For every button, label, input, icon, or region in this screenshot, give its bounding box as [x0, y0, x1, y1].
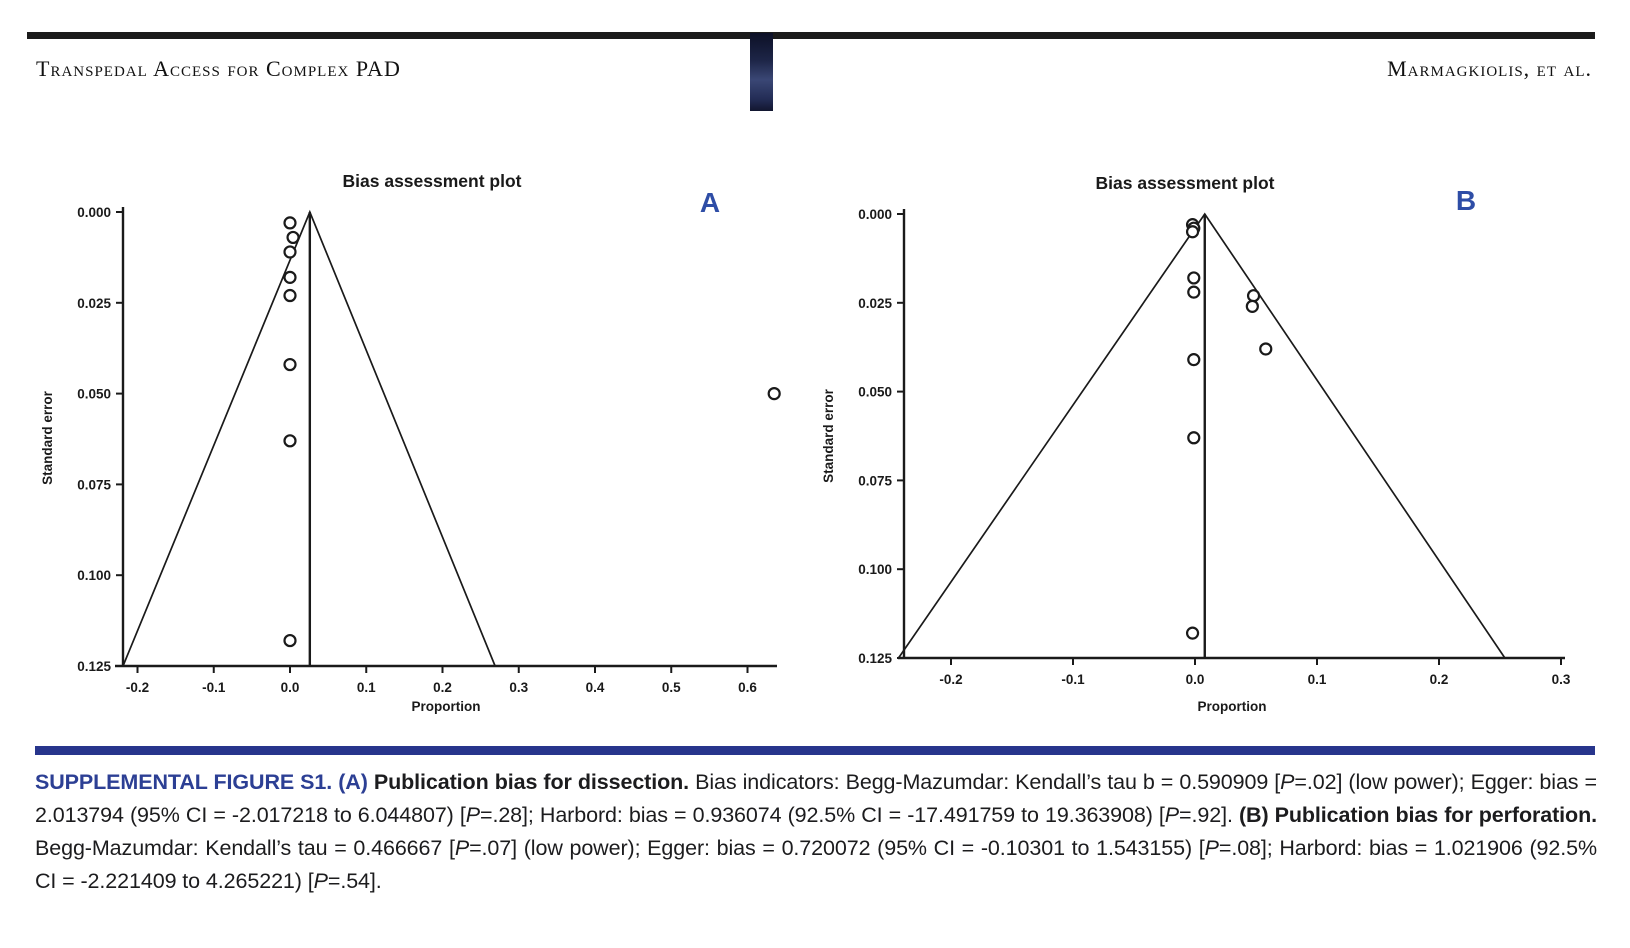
figure-caption: SUPPLEMENTAL FIGURE S1. (A) Publication … — [35, 766, 1597, 898]
x-axis-label: Proportion — [1198, 699, 1267, 714]
x-axis-label: Proportion — [412, 699, 481, 714]
study-point — [283, 270, 297, 284]
x-tick-label: -0.1 — [1061, 672, 1085, 687]
caption-segment: Begg-Mazumdar: Kendall’s tau = 0.466667 … — [35, 836, 1597, 893]
x-tick-label: 0.1 — [357, 680, 376, 695]
study-point — [286, 230, 300, 245]
x-tick-label: 0.2 — [433, 680, 452, 695]
y-tick-label: 0.000 — [858, 207, 892, 222]
y-tick-label: 0.025 — [858, 296, 892, 311]
journal-spine-strip — [750, 33, 773, 111]
x-tick-label: 0.1 — [1308, 672, 1327, 687]
study-point — [283, 434, 297, 448]
x-tick-label: -0.2 — [126, 680, 149, 695]
study-point — [283, 633, 297, 648]
running-title: Transpedal Access for Complex PAD — [36, 56, 401, 81]
study-point — [1245, 299, 1259, 313]
x-tick-label: 0.0 — [281, 680, 300, 695]
y-axis-label: Standard error — [40, 390, 55, 485]
study-point — [1246, 289, 1261, 303]
y-tick-label: 0.050 — [858, 385, 892, 400]
study-point — [1187, 285, 1201, 299]
x-tick-label: 0.2 — [1430, 672, 1449, 687]
x-tick-label: 0.3 — [509, 680, 528, 695]
y-tick-label: 0.025 — [77, 296, 111, 311]
study-point — [283, 288, 297, 303]
study-point — [1187, 353, 1201, 367]
study-point — [283, 245, 297, 259]
funnel-outline — [897, 212, 1506, 659]
x-tick-label: 0.5 — [662, 680, 681, 695]
y-axis-label: Standard error — [821, 388, 836, 483]
y-tick-label: 0.000 — [77, 205, 111, 220]
study-point — [1187, 431, 1201, 445]
study-point — [1187, 271, 1201, 285]
y-tick-label: 0.050 — [77, 387, 111, 402]
caption-segment: Bias indicators: Begg-Mazumdar: Kendall’… — [35, 770, 1597, 827]
y-tick-label: 0.125 — [77, 659, 111, 674]
x-tick-label: 0.0 — [1186, 672, 1205, 687]
header-rule — [27, 32, 1595, 39]
y-tick-label: 0.075 — [77, 477, 111, 492]
study-point — [1259, 342, 1273, 356]
funnel-plot-b: 0.000 0.025 0.050 0.075 0.100 0.125 -0.2 -0.1 0.… — [821, 173, 1571, 714]
caption-segment: (B) Publication bias for perforation. — [1238, 803, 1597, 827]
panel-label: A — [700, 187, 720, 218]
plot-title: Bias assessment plot — [1096, 173, 1275, 193]
x-tick-label: 0.4 — [586, 680, 605, 695]
study-point — [283, 216, 297, 230]
panel-label: B — [1456, 185, 1476, 216]
caption-rule — [35, 746, 1595, 755]
y-tick-label: 0.100 — [858, 562, 892, 577]
caption-segment: SUPPLEMENTAL FIGURE S1. (A) — [35, 770, 374, 794]
running-authors: Marmagkiolis, et al. — [1387, 56, 1592, 81]
x-tick-label: -0.1 — [202, 680, 226, 695]
funnel-plot-a: 0.000 0.025 0.050 0.075 0.100 0.125 -0.2 -0.1 0.… — [40, 171, 781, 714]
study-point — [1185, 225, 1200, 239]
x-tick-label: 0.3 — [1552, 672, 1571, 687]
x-tick-label: 0.6 — [738, 680, 757, 695]
study-point — [767, 387, 781, 401]
study-point — [1185, 626, 1200, 640]
y-tick-label: 0.075 — [858, 473, 892, 488]
caption-segment: Publication bias for dissection. — [373, 770, 696, 794]
y-tick-label: 0.100 — [77, 568, 111, 583]
y-tick-label: 0.125 — [858, 651, 892, 666]
plot-title: Bias assessment plot — [343, 171, 522, 191]
x-tick-label: -0.2 — [939, 672, 962, 687]
study-point — [283, 357, 297, 372]
